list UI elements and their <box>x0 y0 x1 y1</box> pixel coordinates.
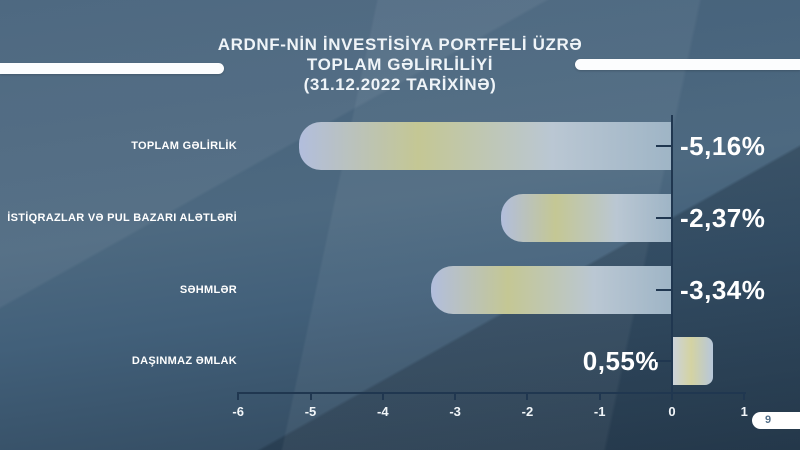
value-leader-tick <box>656 289 671 291</box>
x-axis-tick-label: -2 <box>521 404 534 419</box>
bar <box>673 337 713 385</box>
x-axis-tick-label: -1 <box>593 404 606 419</box>
x-axis-tick <box>237 392 240 400</box>
x-axis-tick <box>743 392 746 400</box>
category-label: İSTİQRAZLAR VƏ PUL BAZARI ALƏTLƏRİ <box>7 212 237 224</box>
x-axis-tick-label: -5 <box>304 404 317 419</box>
title-line-1: ARDNF-NİN İNVESTİSİYA PORTFELİ ÜZRƏ <box>217 35 583 54</box>
x-axis-line <box>238 392 746 394</box>
title-line-2: TOPLAM GƏLİRLİLİYİ <box>306 55 494 74</box>
x-axis-tick <box>598 392 601 400</box>
bar <box>298 122 671 170</box>
x-axis-tick-label: -4 <box>377 404 389 419</box>
value-label: -2,37% <box>680 203 766 233</box>
category-label: SƏHMLƏR <box>179 284 237 296</box>
decor-bar-left <box>0 63 224 74</box>
x-axis-tick <box>381 392 384 400</box>
x-axis-tick-label: 1 <box>740 404 748 419</box>
decor-bar-right <box>575 59 800 70</box>
slide-title: ARDNF-NİN İNVESTİSİYA PORTFELİ ÜZRƏ TOPL… <box>0 35 800 95</box>
x-axis-tick <box>526 392 529 400</box>
x-axis-tick <box>671 392 673 400</box>
value-leader-tick <box>656 360 671 362</box>
value-label: -3,34% <box>680 275 766 305</box>
value-label: -5,16% <box>680 131 766 161</box>
value-leader-tick <box>656 217 671 219</box>
x-axis-tick-label: -3 <box>449 404 461 419</box>
page-number-badge: 9 <box>752 412 800 429</box>
y-axis-line <box>671 115 673 394</box>
page-number: 9 <box>765 414 772 426</box>
bar <box>500 194 671 242</box>
x-axis-tick-label: 0 <box>668 404 676 419</box>
bar <box>430 266 671 314</box>
title-line-3: (31.12.2022 TARİXİNƏ) <box>303 75 497 94</box>
x-axis-tick <box>309 392 312 400</box>
value-leader-tick <box>656 145 671 147</box>
x-axis-tick-label: -6 <box>232 404 244 419</box>
x-axis-tick <box>454 392 457 400</box>
value-label: 0,55% <box>582 346 659 376</box>
category-label: DAŞINMAZ ƏMLAK <box>131 355 237 367</box>
category-label: TOPLAM GƏLİRLİK <box>131 140 237 152</box>
